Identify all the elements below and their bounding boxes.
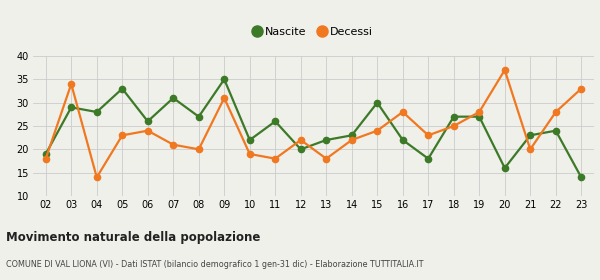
Text: Movimento naturale della popolazione: Movimento naturale della popolazione [6,231,260,244]
Legend: Nascite, Decessi: Nascite, Decessi [250,22,377,41]
Text: COMUNE DI VAL LIONA (VI) - Dati ISTAT (bilancio demografico 1 gen-31 dic) - Elab: COMUNE DI VAL LIONA (VI) - Dati ISTAT (b… [6,260,424,269]
